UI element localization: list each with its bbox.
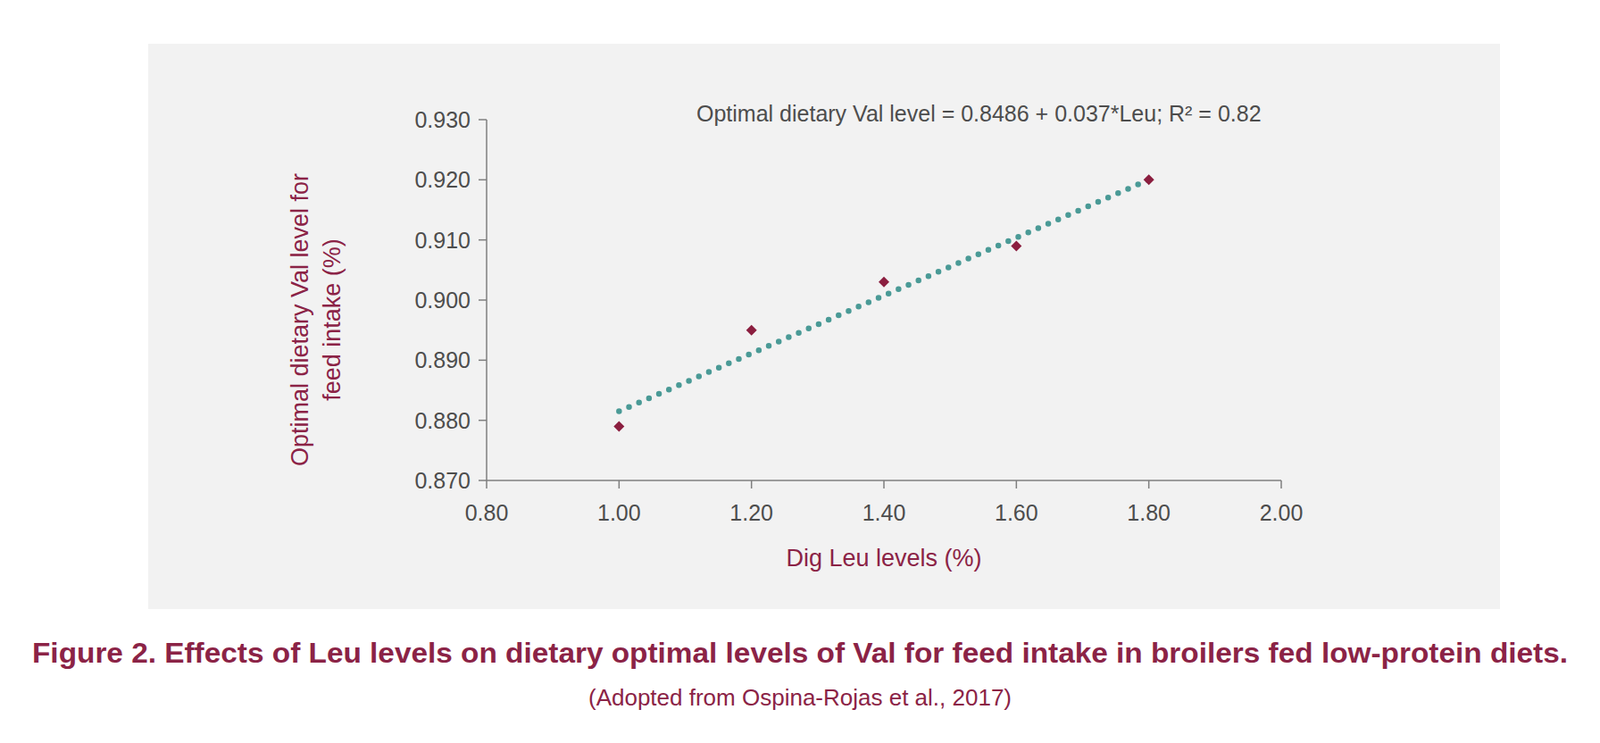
x-tick [750,480,753,489]
trend-line [618,179,1149,411]
y-tick [478,239,487,242]
figure-title: Figure 2. Effects of Leu levels on dieta… [32,637,1568,669]
y-axis-label: feed intake (%) [318,238,346,401]
figure-subtitle: (Adopted from Ospina-Rojas et al., 2017) [588,683,1012,711]
x-tick-label: 1.60 [994,500,1039,525]
y-tick-label: 0.890 [414,347,471,373]
y-tick-label: 0.900 [414,287,471,313]
x-tick-label: 1.00 [597,500,642,525]
y-tick [478,179,487,182]
x-tick [618,480,621,489]
plot-area [613,174,1154,432]
x-tick-label: 2.00 [1259,500,1304,525]
panel-background [148,43,1500,609]
x-tick-label: 0.80 [465,500,509,525]
y-tick-label: 0.930 [414,107,471,133]
data-point [613,420,625,432]
data-point [746,325,758,336]
y-tick [478,118,487,121]
x-tick-label: 1.40 [862,500,907,525]
chart: 0.870 0.880 0.890 0.900 0.910 0.920 0.930 0.80 1… [0,0,1600,743]
x-axis-label: Dig Leu levels (%) [785,544,982,572]
y-tick [478,299,487,301]
data-point [878,276,890,288]
x-tick [485,480,488,489]
y-tick-label: 0.920 [414,166,471,192]
y-tick [478,419,487,422]
x-tick-label: 1.20 [729,500,774,525]
x-tick [1148,480,1150,489]
x-tick-label: 1.80 [1126,500,1171,525]
x-tick [883,480,885,489]
y-tick-label: 0.880 [414,408,471,434]
x-tick [1280,480,1283,489]
y-tick-label: 0.870 [414,467,471,493]
y-tick [478,479,487,482]
y-axis-label: Optimal dietary Val level for [286,173,314,467]
data-point [1010,240,1022,251]
y-tick-label: 0.910 [414,227,471,253]
y-tick [478,359,487,362]
equation-annotation: Optimal dietary Val level = 0.8486 + 0.0… [696,100,1262,126]
data-point [1143,174,1155,185]
x-tick [1016,480,1018,489]
